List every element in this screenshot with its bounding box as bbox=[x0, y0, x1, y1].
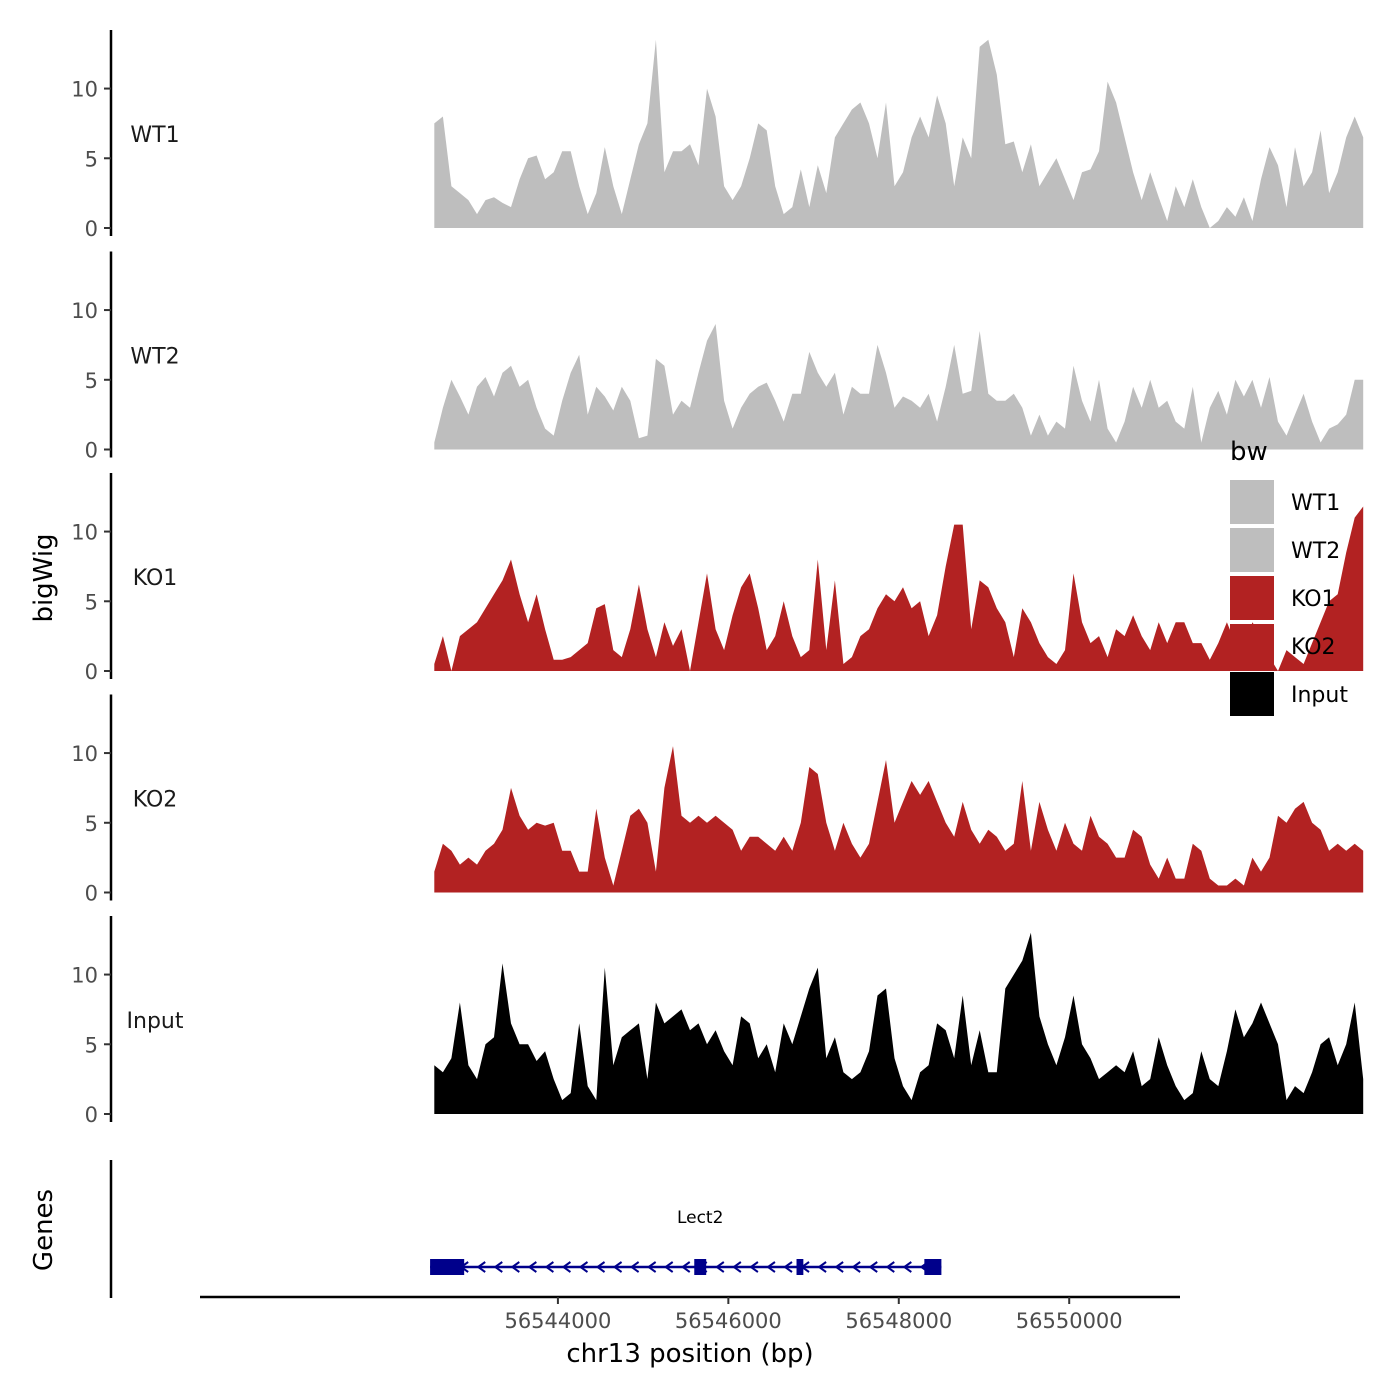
strand-arrow bbox=[578, 1261, 589, 1273]
y-tick-label: 10 bbox=[71, 299, 98, 323]
strand-arrow bbox=[561, 1261, 572, 1273]
x-tick-label: 56550000 bbox=[1016, 1309, 1123, 1333]
exon bbox=[430, 1259, 465, 1275]
legend-label-ko1: KO1 bbox=[1291, 587, 1336, 612]
strand-arrow bbox=[493, 1261, 503, 1273]
legend-swatch-ko2 bbox=[1230, 624, 1274, 668]
strand-arrow bbox=[868, 1261, 878, 1273]
y-tick-label: 0 bbox=[85, 1103, 98, 1127]
strand-arrow bbox=[681, 1261, 691, 1273]
y-tick-label: 5 bbox=[85, 812, 98, 836]
strand-arrow bbox=[663, 1261, 674, 1273]
gene-track-title: Genes bbox=[29, 1189, 59, 1271]
gene-label: Lect2 bbox=[677, 1208, 723, 1228]
strand-arrow bbox=[527, 1261, 537, 1273]
track-label: Input bbox=[127, 1009, 184, 1034]
x-tick-label: 56548000 bbox=[845, 1309, 952, 1333]
y-tick-label: 5 bbox=[85, 369, 98, 393]
y-tick-label: 0 bbox=[85, 439, 98, 463]
gene-track: Lect2 bbox=[109, 1160, 942, 1298]
strand-arrow bbox=[766, 1261, 776, 1273]
track-panel-input: 0 5 10 Input bbox=[71, 916, 1364, 1127]
track-panel-wt1: 0 5 10 WT1 bbox=[71, 30, 1364, 241]
x-axis: 56544000 56546000 56548000 56550000 bbox=[200, 1295, 1180, 1333]
legend-swatch-wt2 bbox=[1230, 528, 1274, 572]
track-label: WT1 bbox=[130, 123, 179, 148]
legend-swatch-wt1 bbox=[1230, 480, 1274, 524]
strand-arrow bbox=[902, 1261, 912, 1273]
area-wt1 bbox=[434, 39, 1364, 228]
x-tick-label: 56546000 bbox=[675, 1309, 782, 1333]
strand-arrow bbox=[715, 1261, 725, 1273]
legend-title: bw bbox=[1230, 437, 1268, 467]
strand-arrow bbox=[510, 1261, 520, 1273]
legend-label-input: Input bbox=[1291, 683, 1348, 708]
y-axis-title: bigWig bbox=[29, 533, 59, 622]
strand-arrow bbox=[476, 1261, 486, 1273]
area-input bbox=[434, 932, 1364, 1114]
y-tick-label: 5 bbox=[85, 590, 98, 614]
x-axis-title: chr13 position (bp) bbox=[566, 1339, 813, 1369]
strand-arrow bbox=[783, 1261, 793, 1273]
legend-label-wt1: WT1 bbox=[1291, 491, 1340, 516]
y-tick-label: 5 bbox=[85, 1033, 98, 1057]
strand-arrow bbox=[851, 1261, 861, 1273]
y-tick-label: 0 bbox=[85, 217, 98, 241]
y-tick-label: 10 bbox=[71, 742, 98, 766]
strand-arrow bbox=[885, 1261, 895, 1273]
strand-arrow bbox=[646, 1261, 657, 1273]
strand-arrow bbox=[834, 1261, 844, 1273]
exon bbox=[924, 1259, 942, 1275]
area-wt2 bbox=[434, 324, 1364, 450]
strand-arrow bbox=[629, 1261, 640, 1273]
strand-arrow bbox=[817, 1261, 827, 1273]
track-panels: 0 5 10 WT1 0 5 10 WT2 0 5 10 KO1 0 5 10 KO2 0 5 10 Input bbox=[71, 30, 1364, 1127]
strand-arrow bbox=[612, 1261, 623, 1273]
track-label: WT2 bbox=[130, 345, 179, 370]
y-tick-label: 10 bbox=[71, 78, 98, 102]
track-panel-wt2: 0 5 10 WT2 bbox=[71, 251, 1364, 463]
y-tick-label: 5 bbox=[85, 147, 98, 171]
track-panel-ko1: 0 5 10 KO1 bbox=[71, 473, 1364, 684]
legend: bw WT1 WT2 KO1 KO2 Input bbox=[1230, 437, 1348, 716]
track-label: KO1 bbox=[133, 566, 178, 591]
strand-arrow bbox=[595, 1261, 606, 1273]
exon bbox=[694, 1259, 707, 1275]
area-ko1 bbox=[434, 506, 1364, 671]
area-ko2 bbox=[434, 746, 1364, 893]
legend-label-ko2: KO2 bbox=[1291, 635, 1336, 660]
track-label: KO2 bbox=[133, 788, 178, 813]
legend-swatch-ko1 bbox=[1230, 576, 1274, 620]
legend-label-wt2: WT2 bbox=[1291, 539, 1340, 564]
strand-arrow bbox=[544, 1261, 554, 1273]
y-tick-label: 10 bbox=[71, 521, 98, 545]
track-panel-ko2: 0 5 10 KO2 bbox=[71, 694, 1364, 906]
y-tick-label: 0 bbox=[85, 660, 98, 684]
legend-swatch-input bbox=[1230, 672, 1274, 716]
y-tick-label: 10 bbox=[71, 964, 98, 988]
x-tick-label: 56544000 bbox=[504, 1309, 611, 1333]
exon bbox=[796, 1259, 804, 1275]
strand-arrow bbox=[732, 1261, 742, 1273]
strand-arrow bbox=[749, 1261, 759, 1273]
y-tick-label: 0 bbox=[85, 882, 98, 906]
